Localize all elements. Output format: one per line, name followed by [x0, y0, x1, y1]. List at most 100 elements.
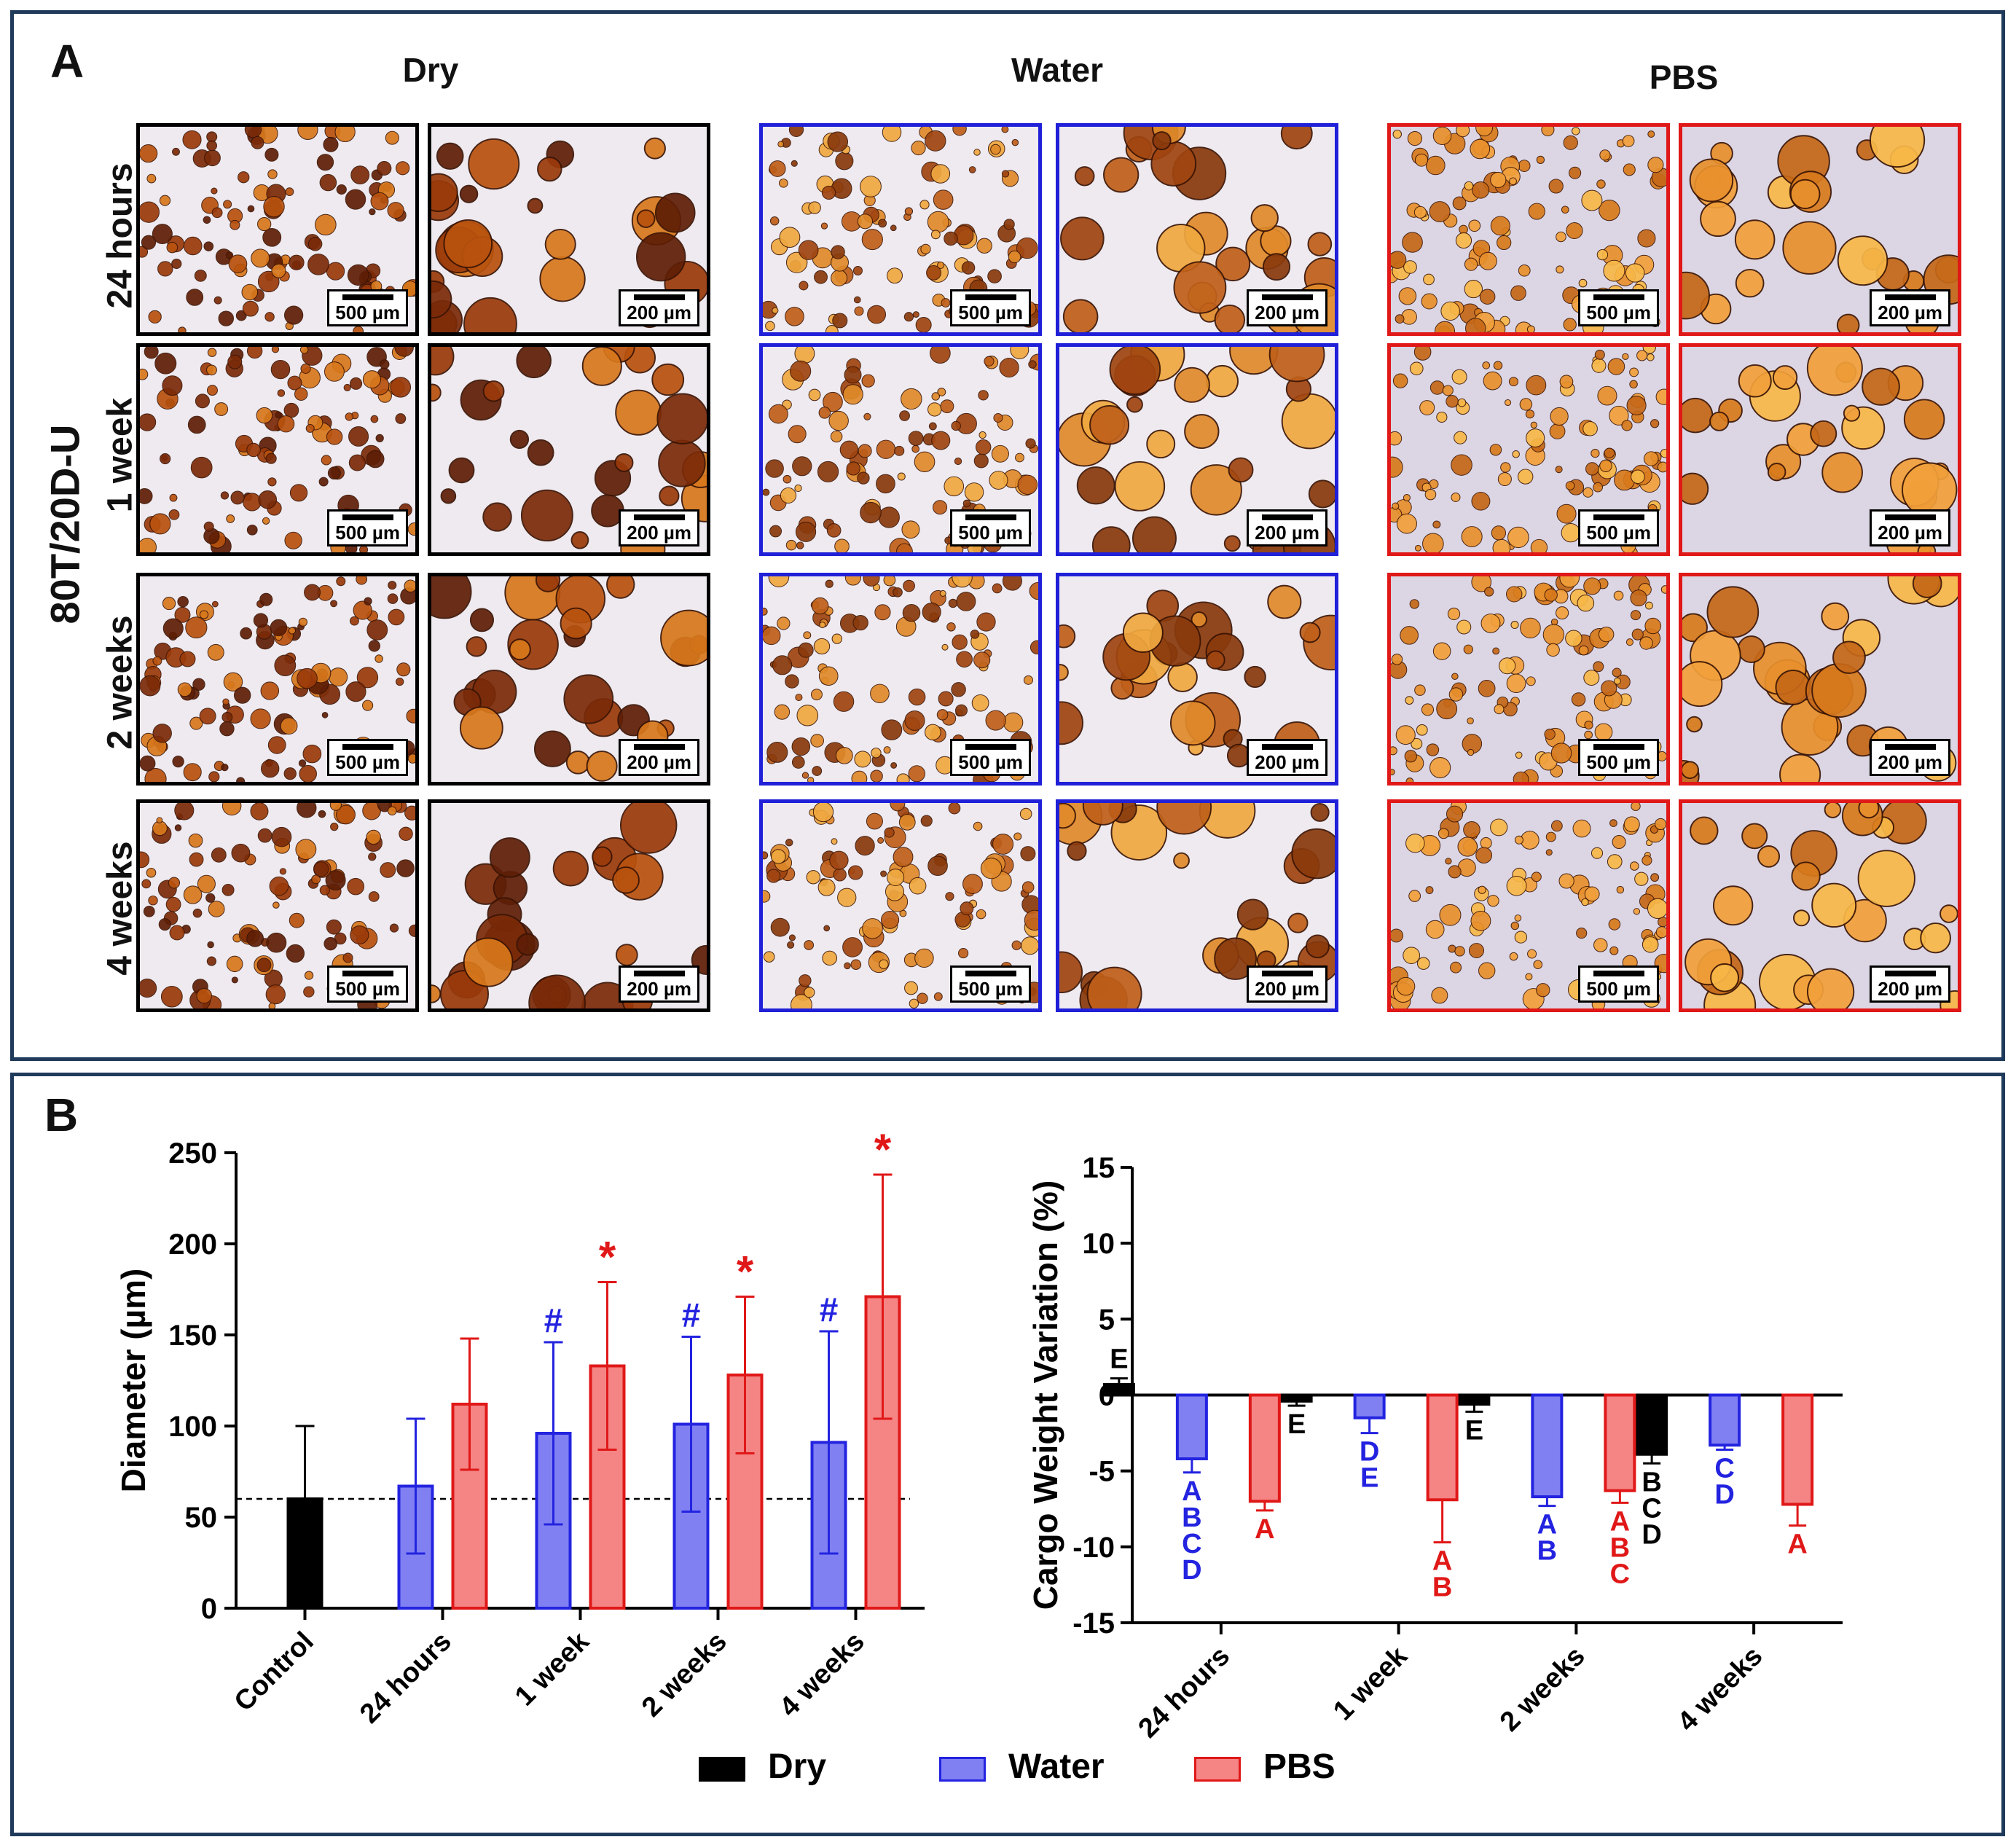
scale-bar-label: 500 µm — [1586, 751, 1651, 773]
micrograph-dry-low-row3: 500 µm — [136, 573, 419, 786]
scale-bar: 500 µm — [327, 965, 408, 1003]
scale-bar-label: 500 µm — [335, 522, 400, 544]
scale-bar-line — [1593, 514, 1644, 520]
y-axis-label: Diameter (µm) — [114, 1269, 152, 1493]
scale-bar: 500 µm — [950, 289, 1031, 326]
scale-bar-line — [1261, 294, 1313, 300]
significance-marker: # — [682, 1296, 701, 1334]
scale-bar-line — [1261, 744, 1313, 750]
scale-bar-label: 200 µm — [1878, 978, 1942, 1000]
panel-b: B 0 50 100 150 200 250 Diameter (µm) Control 24 … — [10, 1073, 2005, 1836]
scale-bar-line — [1884, 294, 1936, 300]
y-tick-label: -15 — [1072, 1607, 1115, 1640]
micrograph-pbs-low-row3: 500 µm — [1387, 573, 1670, 786]
micrograph-water-low-row3: 500 µm — [759, 573, 1042, 786]
scale-bar-label: 200 µm — [627, 522, 691, 544]
group-title-dry: Dry — [402, 51, 459, 89]
scale-bar-line — [1261, 514, 1313, 520]
micrograph-pbs-high-row4: 200 µm — [1679, 799, 1961, 1012]
significance-marker: # — [820, 1290, 839, 1328]
scale-bar-line — [633, 971, 685, 976]
scale-bar-line — [1593, 744, 1644, 750]
legend-label-pbs: PBS — [1263, 1747, 1335, 1786]
cargo-weight-chart: -15-10-5051015Cargo Weight Variation (%)… — [1027, 1152, 1843, 1744]
group-letter: D — [1642, 1519, 1661, 1550]
scale-bar-label: 500 µm — [1586, 978, 1651, 1000]
group-letter: A — [1182, 1476, 1201, 1507]
scale-bar: 200 µm — [1870, 965, 1950, 1003]
scale-bar: 200 µm — [619, 739, 699, 776]
y-tick-label: 50 — [185, 1502, 218, 1534]
scale-bar-line — [965, 514, 1016, 520]
scale-bar-line — [633, 744, 685, 750]
group-letter: E — [1110, 1344, 1128, 1375]
x-tick-label: 2 weeks — [1494, 1641, 1591, 1738]
scale-bar-label: 200 µm — [1255, 978, 1319, 1000]
y-tick-label: 10 — [1083, 1228, 1115, 1260]
scale-bar-label: 200 µm — [1878, 302, 1942, 324]
group-letter: C — [1182, 1529, 1201, 1559]
scale-bar: 500 µm — [1578, 509, 1659, 547]
bar-water — [1709, 1393, 1741, 1447]
scale-bar-label: 200 µm — [1255, 751, 1319, 773]
bar-water — [1531, 1393, 1564, 1499]
micrograph-dry-high-row1: 200 µm — [428, 123, 710, 336]
micrograph-dry-high-row4: 200 µm — [428, 799, 710, 1012]
bar-dry — [1102, 1382, 1135, 1397]
significance-marker: * — [737, 1247, 754, 1296]
scale-bar: 200 µm — [1870, 289, 1950, 326]
x-tick-label: 24 hours — [1133, 1641, 1236, 1744]
legend-swatch-water — [939, 1757, 986, 1782]
group-letter: C — [1642, 1493, 1661, 1524]
group-letter: A — [1432, 1546, 1452, 1577]
scale-bar-line — [342, 294, 393, 300]
bar-pbs — [1248, 1393, 1281, 1503]
micrograph-water-low-row1: 500 µm — [759, 123, 1042, 336]
bar-dry — [286, 1497, 323, 1610]
scale-bar-label: 200 µm — [1878, 522, 1942, 544]
micrograph-dry-high-row3: 200 µm — [428, 573, 710, 786]
scale-bar-label: 500 µm — [1586, 522, 1651, 544]
bar-water — [1175, 1393, 1208, 1460]
y-tick-label: -10 — [1072, 1532, 1115, 1564]
group-letter: C — [1610, 1559, 1630, 1589]
bar-pbs — [1781, 1393, 1814, 1506]
scale-bar-label: 500 µm — [335, 751, 400, 773]
scale-bar: 200 µm — [1870, 509, 1950, 547]
bar-dry — [1280, 1393, 1313, 1403]
scale-bar-label: 500 µm — [1586, 302, 1651, 324]
scale-bar: 200 µm — [619, 289, 699, 326]
scale-bar: 500 µm — [1578, 739, 1659, 776]
group-letter: B — [1610, 1532, 1630, 1563]
scale-bar-line — [342, 514, 393, 520]
y-tick-label: 200 — [168, 1229, 217, 1261]
x-tick-label: Control — [229, 1626, 320, 1717]
group-title-pbs: PBS — [1649, 58, 1719, 96]
micrograph-pbs-low-row2: 500 µm — [1387, 343, 1670, 556]
scale-bar-line — [965, 744, 1016, 750]
bar-pbs — [1604, 1393, 1636, 1492]
scale-bar-label: 500 µm — [958, 522, 1023, 544]
panel-a: A Dry Water PBS 80T/20D-U 24 hours 1 wee… — [10, 10, 2005, 1061]
scale-bar-line — [1593, 294, 1644, 300]
group-letter: A — [1537, 1510, 1557, 1540]
scale-bar: 500 µm — [1578, 289, 1659, 326]
legend-label-water: Water — [1008, 1747, 1105, 1786]
group-letter: B — [1182, 1503, 1201, 1533]
scale-bar-label: 500 µm — [335, 978, 400, 1000]
micrograph-pbs-low-row1: 500 µm — [1387, 123, 1670, 336]
scale-bar: 500 µm — [950, 965, 1031, 1003]
y-tick-label: 250 — [168, 1137, 217, 1170]
scale-bar-line — [965, 294, 1016, 300]
bar-water — [1353, 1393, 1386, 1419]
micrograph-dry-low-row1: 500 µm — [136, 123, 419, 336]
legend-swatch-dry — [699, 1757, 745, 1782]
scale-bar: 500 µm — [1578, 965, 1659, 1003]
scale-bar-label: 200 µm — [1878, 751, 1942, 773]
y-tick-label: 150 — [168, 1320, 217, 1352]
group-letter: B — [1537, 1536, 1557, 1567]
group-letter: B — [1432, 1572, 1452, 1603]
y-tick-label: 15 — [1083, 1152, 1115, 1184]
micrograph-pbs-high-row3: 200 µm — [1679, 573, 1961, 786]
panel-b-letter: B — [44, 1089, 79, 1141]
